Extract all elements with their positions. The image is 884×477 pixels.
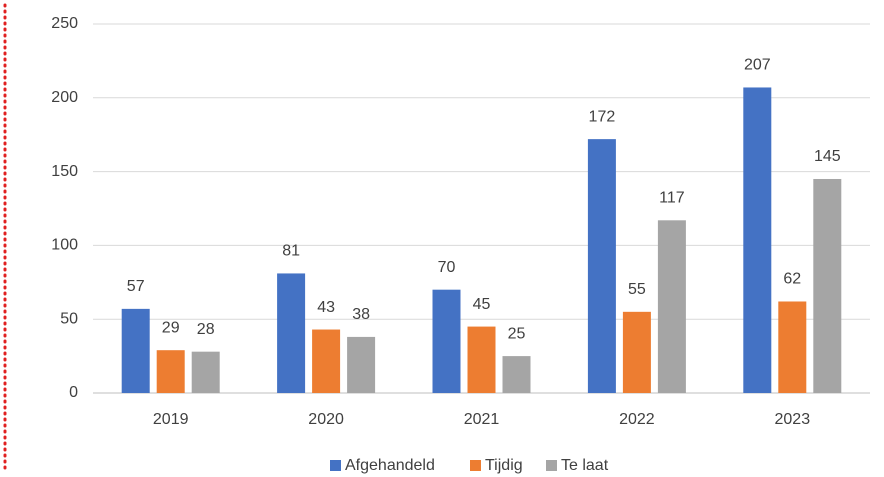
value-label: 207 — [744, 57, 771, 74]
legend-label: Te laat — [561, 457, 609, 474]
value-label: 28 — [197, 321, 215, 338]
bar — [277, 273, 306, 393]
x-tick-label: 2019 — [153, 411, 189, 428]
value-label: 29 — [162, 319, 180, 336]
value-label: 172 — [589, 108, 616, 125]
bar — [622, 311, 651, 393]
legend-label: Afgehandeld — [345, 457, 435, 474]
legend-swatch — [470, 460, 481, 471]
y-tick-label: 0 — [69, 384, 78, 401]
y-tick-label: 100 — [51, 237, 78, 254]
y-tick-label: 250 — [51, 15, 78, 32]
bar — [778, 301, 807, 393]
bar — [502, 356, 531, 393]
bar — [121, 308, 150, 393]
x-tick-label: 2022 — [619, 411, 655, 428]
y-tick-label: 150 — [51, 163, 78, 180]
bar — [587, 139, 616, 393]
x-tick-label: 2020 — [308, 411, 344, 428]
value-label: 81 — [282, 243, 300, 260]
bar — [743, 87, 772, 393]
bar — [347, 336, 376, 393]
value-label: 57 — [127, 278, 145, 295]
value-label: 117 — [659, 190, 685, 207]
value-label: 55 — [628, 281, 646, 298]
bar — [432, 289, 461, 393]
bar — [312, 329, 341, 393]
bar — [191, 351, 220, 393]
legend-swatch — [330, 460, 341, 471]
value-label: 38 — [352, 306, 370, 323]
bar — [467, 326, 496, 393]
value-label: 25 — [508, 325, 526, 342]
value-label: 145 — [814, 148, 841, 165]
y-tick-label: 200 — [51, 89, 78, 106]
bar — [657, 220, 686, 393]
value-label: 62 — [783, 271, 801, 288]
legend-swatch — [546, 460, 557, 471]
value-label: 45 — [473, 296, 491, 313]
x-tick-label: 2021 — [464, 411, 500, 428]
x-tick-label: 2023 — [775, 411, 811, 428]
bar — [813, 178, 842, 393]
value-label: 70 — [438, 259, 456, 276]
legend-label: Tijdig — [485, 457, 523, 474]
bar — [156, 350, 185, 393]
y-tick-label: 50 — [60, 310, 78, 327]
value-label: 43 — [317, 299, 335, 316]
